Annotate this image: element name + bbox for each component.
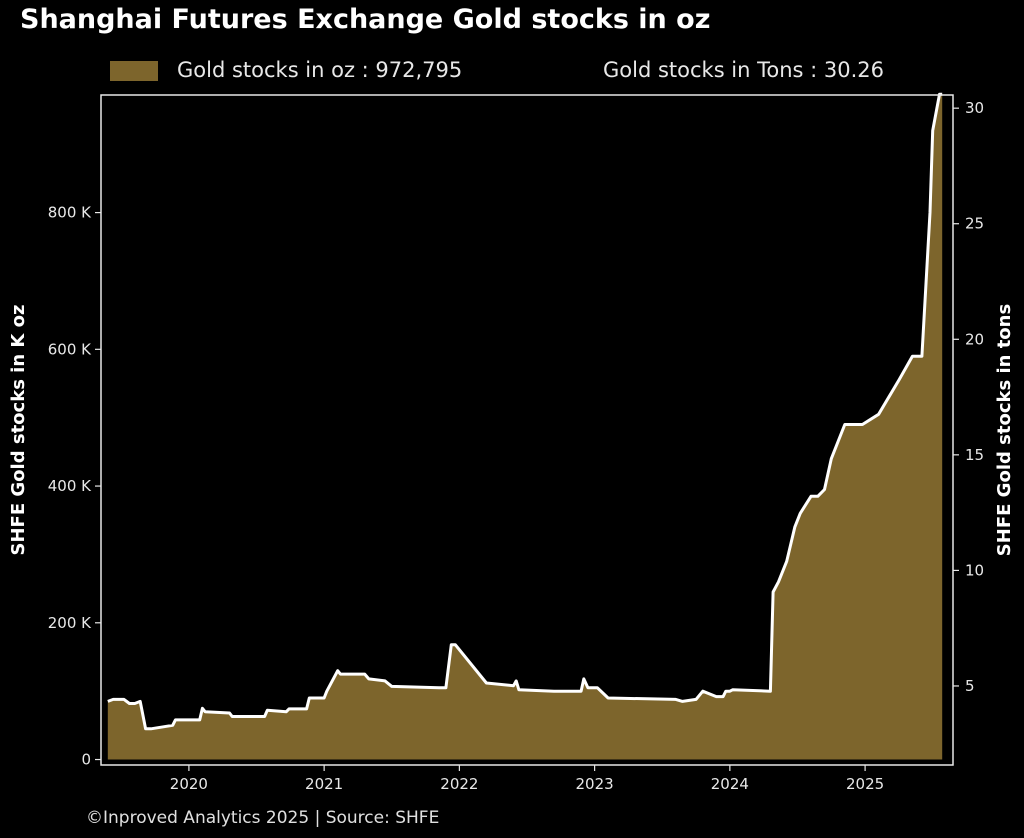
- y-right-tick-label: 25: [965, 215, 984, 233]
- y-right-tick-label: 30: [965, 99, 984, 117]
- legend-label-tons: Gold stocks in Tons : 30.26: [603, 58, 885, 82]
- y-right-tick-label: 15: [965, 446, 984, 464]
- series-area-gold-stocks: [107, 94, 943, 760]
- x-tick-label: 2021: [305, 775, 343, 793]
- y-right-tick-label: 20: [965, 330, 984, 348]
- y-left-tick-label: 400 K: [48, 477, 92, 495]
- x-tick-label: 2024: [711, 775, 749, 793]
- x-tick-label: 2023: [576, 775, 614, 793]
- legend-swatch-gold: [110, 61, 158, 81]
- y-axis-right-label: SHFE Gold stocks in tons: [994, 304, 1015, 556]
- y-right-tick-label: 5: [965, 677, 975, 695]
- y-left-tick-label: 0: [81, 751, 91, 769]
- series-line-gold-stocks: [107, 92, 943, 731]
- y-right-tick-label: 10: [965, 561, 984, 579]
- y-left-tick-label: 600 K: [48, 340, 92, 358]
- x-tick-label: 2025: [846, 775, 884, 793]
- plot-frame: [100, 94, 954, 766]
- x-tick-label: 2020: [170, 775, 208, 793]
- y-axis-left-label: SHFE Gold stocks in K oz: [8, 305, 29, 556]
- chart-title: Shanghai Futures Exchange Gold stocks in…: [20, 4, 711, 35]
- legend-label-oz: Gold stocks in oz : 972,795: [177, 58, 463, 82]
- y-left-tick-label: 200 K: [48, 614, 92, 632]
- x-tick-label: 2022: [440, 775, 478, 793]
- source-footer: ©Inproved Analytics 2025 | Source: SHFE: [86, 808, 440, 828]
- y-left-tick-label: 800 K: [48, 204, 92, 222]
